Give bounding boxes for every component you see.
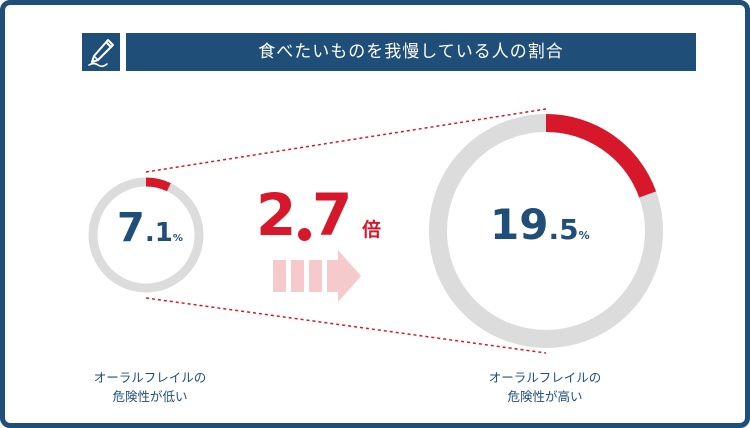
donut-small-value-int: 7: [117, 205, 145, 251]
ratio-arrow: [273, 250, 361, 302]
ratio-value-dec: 7: [312, 181, 353, 249]
donut-large-value-dec: .5: [548, 213, 579, 246]
donut-small-label-line-2: 危険性が低い: [112, 389, 188, 404]
donut-small-label-line-1: オーラルフレイルの: [93, 370, 207, 385]
donut-large-value-unit: %: [578, 229, 590, 242]
donut-small-value-arc: [145, 177, 171, 192]
donut-large-label: オーラルフレイルの 危険性が高い: [430, 368, 660, 406]
zoom-guide-top: [145, 108, 547, 173]
ratio-value: 2 7 倍: [252, 170, 402, 260]
donut-large-label-line-2: 危険性が高い: [507, 389, 583, 404]
ratio-value-int: 2: [256, 181, 297, 249]
donut-small-value-unit: %: [172, 233, 183, 244]
donut-large-value-arc: [545, 114, 657, 198]
donut-small-label: オーラルフレイルの 危険性が低い: [80, 368, 220, 406]
ratio-unit: 倍: [362, 219, 382, 241]
donut-small-value-dec: .1: [144, 218, 173, 248]
donut-small-value: 7.1%: [117, 205, 183, 251]
chart-title: 食べたいものを我慢している人の割合: [126, 33, 696, 71]
zoom-guide-bottom: [145, 297, 547, 354]
pen-icon: [82, 33, 120, 71]
ratio-decimal-point: [298, 228, 311, 241]
donut-large-value: 19.5%: [490, 200, 590, 249]
donut-large-value-int: 19: [490, 200, 549, 249]
donut-large-label-line-1: オーラルフレイルの: [488, 370, 602, 385]
